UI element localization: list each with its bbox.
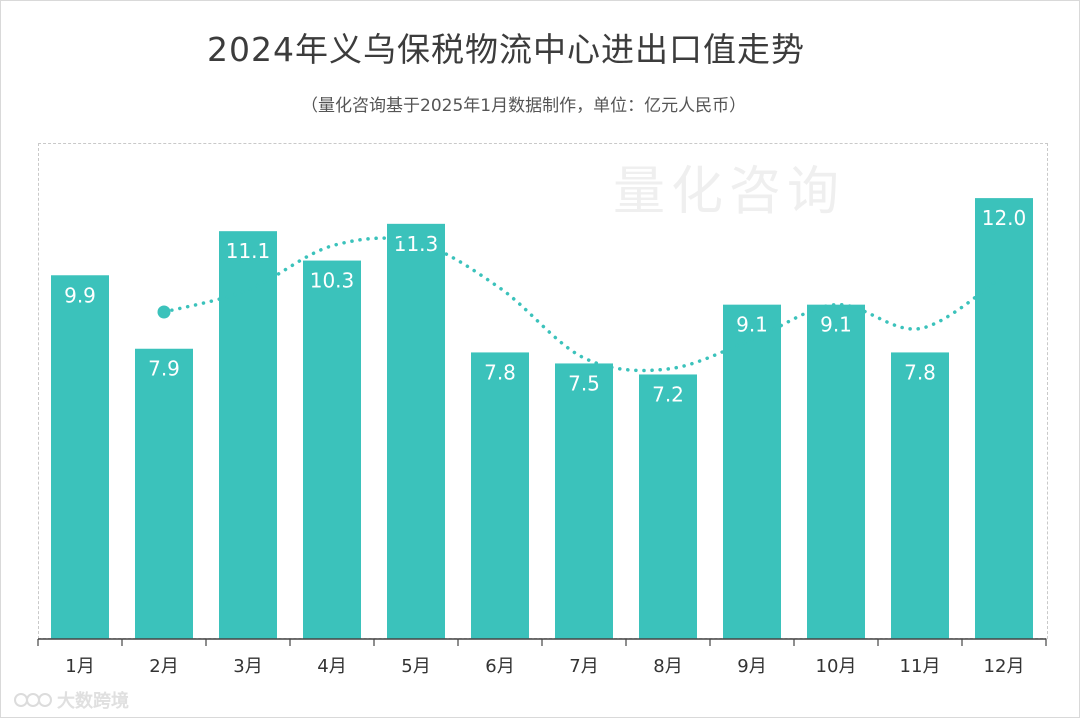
- bar: [807, 304, 865, 639]
- x-tick-label: 5月: [401, 656, 430, 677]
- trendline: [162, 236, 1006, 373]
- x-tick-label: 1月: [65, 656, 94, 677]
- bar: [303, 260, 361, 639]
- x-tick-label: 7月: [569, 656, 598, 677]
- bar: [135, 348, 193, 639]
- bar-value-label: 9.1: [820, 313, 852, 337]
- bar-value-label: 7.2: [652, 382, 684, 406]
- bar-value-label: 12.0: [982, 206, 1027, 230]
- chart-title: 2024年义乌保税物流中心进出口值走势: [207, 30, 805, 69]
- x-tick-label: 4月: [317, 656, 346, 677]
- bar: [891, 352, 949, 639]
- bar: [639, 374, 697, 639]
- bar: [975, 198, 1033, 639]
- bar-value-label: 7.5: [568, 371, 600, 395]
- bar-value-label: 9.1: [736, 313, 768, 337]
- x-tick-label: 6月: [485, 656, 514, 677]
- bar: [219, 231, 277, 639]
- bar-value-label: 7.8: [904, 360, 936, 384]
- x-tick-label: 8月: [653, 656, 682, 677]
- x-tick-label: 11月: [900, 656, 941, 677]
- bar: [471, 352, 529, 639]
- chart-subtitle: （量化咨询基于2025年1月数据制作，单位：亿元人民币）: [301, 96, 747, 116]
- brand-text: 大数跨境: [57, 691, 129, 712]
- brand-logo: 大数跨境: [13, 687, 129, 713]
- trendline-start-marker: [157, 305, 171, 319]
- bar: [555, 363, 613, 639]
- bar-value-label: 10.3: [310, 269, 355, 293]
- x-tick-label: 10月: [816, 656, 857, 677]
- bar-value-label: 9.9: [64, 283, 96, 307]
- watermark: 量化咨询: [613, 162, 846, 222]
- bar: [51, 275, 109, 639]
- bar-value-label: 7.9: [148, 357, 180, 381]
- x-tick-label: 12月: [984, 656, 1025, 677]
- x-tick-label: 3月: [233, 656, 262, 677]
- x-tick-label: 9月: [737, 656, 766, 677]
- bar-value-label: 11.1: [226, 239, 271, 263]
- bar: [387, 223, 445, 639]
- dashu-logo-icon: [14, 693, 52, 707]
- bar: [723, 304, 781, 639]
- bar-value-label: 7.8: [484, 360, 516, 384]
- x-tick-label: 2月: [149, 656, 178, 677]
